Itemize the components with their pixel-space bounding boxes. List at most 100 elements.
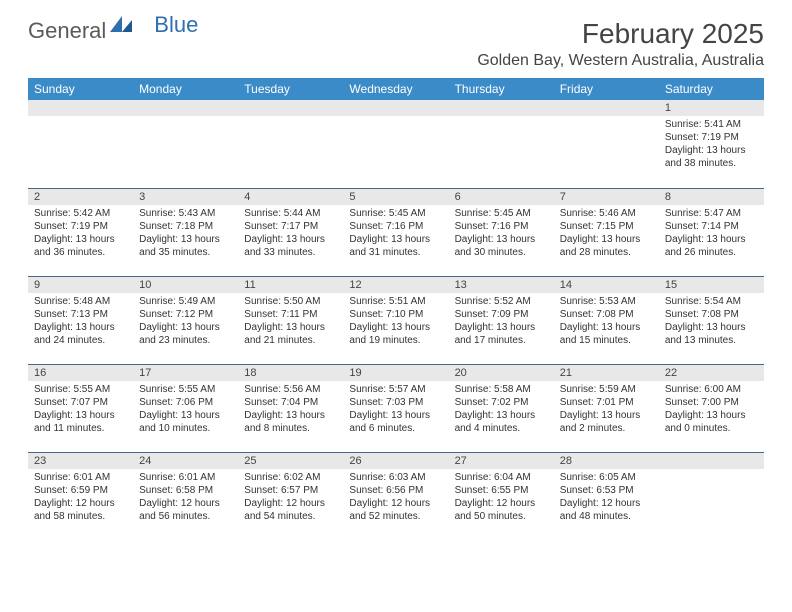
sunset-line: Sunset: 7:15 PM	[560, 220, 653, 233]
calendar-cell: 12Sunrise: 5:51 AMSunset: 7:10 PMDayligh…	[343, 276, 448, 364]
sunrise-line: Sunrise: 5:54 AM	[665, 295, 758, 308]
calendar-cell: 10Sunrise: 5:49 AMSunset: 7:12 PMDayligh…	[133, 276, 238, 364]
logo: General Blue	[28, 18, 198, 44]
calendar-cell: 27Sunrise: 6:04 AMSunset: 6:55 PMDayligh…	[449, 452, 554, 540]
sunset-line: Sunset: 7:16 PM	[455, 220, 548, 233]
daylight-line-1: Daylight: 13 hours	[665, 409, 758, 422]
day-number	[343, 100, 448, 116]
calendar-cell: 18Sunrise: 5:56 AMSunset: 7:04 PMDayligh…	[238, 364, 343, 452]
day-content: Sunrise: 6:05 AMSunset: 6:53 PMDaylight:…	[554, 469, 659, 527]
sunset-line: Sunset: 7:14 PM	[665, 220, 758, 233]
daylight-line-1: Daylight: 13 hours	[455, 233, 548, 246]
daylight-line-1: Daylight: 13 hours	[139, 233, 232, 246]
sunset-line: Sunset: 6:57 PM	[244, 484, 337, 497]
daylight-line-1: Daylight: 13 hours	[244, 321, 337, 334]
daylight-line-2: and 52 minutes.	[349, 510, 442, 523]
sunset-line: Sunset: 6:59 PM	[34, 484, 127, 497]
day-number: 24	[133, 453, 238, 469]
calendar-cell: 2Sunrise: 5:42 AMSunset: 7:19 PMDaylight…	[28, 188, 133, 276]
daylight-line-2: and 28 minutes.	[560, 246, 653, 259]
day-number: 18	[238, 365, 343, 381]
calendar-cell	[238, 100, 343, 188]
calendar-cell: 8Sunrise: 5:47 AMSunset: 7:14 PMDaylight…	[659, 188, 764, 276]
day-number	[133, 100, 238, 116]
day-content: Sunrise: 5:44 AMSunset: 7:17 PMDaylight:…	[238, 205, 343, 263]
logo-text-blue: Blue	[154, 12, 198, 38]
day-number: 22	[659, 365, 764, 381]
day-number: 12	[343, 277, 448, 293]
day-number: 1	[659, 100, 764, 116]
day-content: Sunrise: 6:01 AMSunset: 6:59 PMDaylight:…	[28, 469, 133, 527]
daylight-line-2: and 8 minutes.	[244, 422, 337, 435]
calendar-cell: 7Sunrise: 5:46 AMSunset: 7:15 PMDaylight…	[554, 188, 659, 276]
sunset-line: Sunset: 7:17 PM	[244, 220, 337, 233]
calendar-cell: 24Sunrise: 6:01 AMSunset: 6:58 PMDayligh…	[133, 452, 238, 540]
day-content: Sunrise: 5:47 AMSunset: 7:14 PMDaylight:…	[659, 205, 764, 263]
daylight-line-2: and 24 minutes.	[34, 334, 127, 347]
month-title: February 2025	[477, 18, 764, 50]
day-content: Sunrise: 5:41 AMSunset: 7:19 PMDaylight:…	[659, 116, 764, 174]
sunrise-line: Sunrise: 5:45 AM	[455, 207, 548, 220]
calendar-cell: 23Sunrise: 6:01 AMSunset: 6:59 PMDayligh…	[28, 452, 133, 540]
sunset-line: Sunset: 7:19 PM	[34, 220, 127, 233]
sunset-line: Sunset: 7:16 PM	[349, 220, 442, 233]
sunset-line: Sunset: 7:18 PM	[139, 220, 232, 233]
sunrise-line: Sunrise: 5:48 AM	[34, 295, 127, 308]
daylight-line-1: Daylight: 12 hours	[244, 497, 337, 510]
calendar-cell: 15Sunrise: 5:54 AMSunset: 7:08 PMDayligh…	[659, 276, 764, 364]
sunset-line: Sunset: 7:04 PM	[244, 396, 337, 409]
daylight-line-2: and 26 minutes.	[665, 246, 758, 259]
day-number: 8	[659, 189, 764, 205]
day-content: Sunrise: 5:56 AMSunset: 7:04 PMDaylight:…	[238, 381, 343, 439]
sunrise-line: Sunrise: 6:00 AM	[665, 383, 758, 396]
day-content: Sunrise: 5:51 AMSunset: 7:10 PMDaylight:…	[343, 293, 448, 351]
daylight-line-2: and 50 minutes.	[455, 510, 548, 523]
day-number: 9	[28, 277, 133, 293]
day-content: Sunrise: 5:45 AMSunset: 7:16 PMDaylight:…	[449, 205, 554, 263]
sunset-line: Sunset: 7:19 PM	[665, 131, 758, 144]
sunrise-line: Sunrise: 5:42 AM	[34, 207, 127, 220]
daylight-line-1: Daylight: 12 hours	[34, 497, 127, 510]
sunrise-line: Sunrise: 6:05 AM	[560, 471, 653, 484]
day-number: 28	[554, 453, 659, 469]
daylight-line-2: and 11 minutes.	[34, 422, 127, 435]
daylight-line-2: and 23 minutes.	[139, 334, 232, 347]
logo-text-general: General	[28, 18, 106, 44]
calendar-cell: 22Sunrise: 6:00 AMSunset: 7:00 PMDayligh…	[659, 364, 764, 452]
logo-mark-icon	[110, 12, 132, 38]
day-content: Sunrise: 5:48 AMSunset: 7:13 PMDaylight:…	[28, 293, 133, 351]
daylight-line-2: and 10 minutes.	[139, 422, 232, 435]
calendar-cell: 14Sunrise: 5:53 AMSunset: 7:08 PMDayligh…	[554, 276, 659, 364]
calendar-cell: 25Sunrise: 6:02 AMSunset: 6:57 PMDayligh…	[238, 452, 343, 540]
day-content: Sunrise: 5:53 AMSunset: 7:08 PMDaylight:…	[554, 293, 659, 351]
day-content: Sunrise: 5:59 AMSunset: 7:01 PMDaylight:…	[554, 381, 659, 439]
calendar-cell: 26Sunrise: 6:03 AMSunset: 6:56 PMDayligh…	[343, 452, 448, 540]
daylight-line-2: and 17 minutes.	[455, 334, 548, 347]
sunrise-line: Sunrise: 6:01 AM	[139, 471, 232, 484]
daylight-line-2: and 48 minutes.	[560, 510, 653, 523]
day-content: Sunrise: 6:04 AMSunset: 6:55 PMDaylight:…	[449, 469, 554, 527]
daylight-line-2: and 36 minutes.	[34, 246, 127, 259]
day-content: Sunrise: 5:54 AMSunset: 7:08 PMDaylight:…	[659, 293, 764, 351]
day-content: Sunrise: 5:52 AMSunset: 7:09 PMDaylight:…	[449, 293, 554, 351]
daylight-line-2: and 19 minutes.	[349, 334, 442, 347]
daylight-line-1: Daylight: 13 hours	[349, 321, 442, 334]
calendar-cell: 17Sunrise: 5:55 AMSunset: 7:06 PMDayligh…	[133, 364, 238, 452]
calendar-cell: 5Sunrise: 5:45 AMSunset: 7:16 PMDaylight…	[343, 188, 448, 276]
sunrise-line: Sunrise: 5:51 AM	[349, 295, 442, 308]
day-number	[659, 453, 764, 469]
sunrise-line: Sunrise: 5:52 AM	[455, 295, 548, 308]
sunrise-line: Sunrise: 5:53 AM	[560, 295, 653, 308]
day-number: 10	[133, 277, 238, 293]
sunset-line: Sunset: 7:03 PM	[349, 396, 442, 409]
daylight-line-2: and 38 minutes.	[665, 157, 758, 170]
day-content: Sunrise: 5:58 AMSunset: 7:02 PMDaylight:…	[449, 381, 554, 439]
calendar-cell	[28, 100, 133, 188]
day-header-row: SundayMondayTuesdayWednesdayThursdayFrid…	[28, 78, 764, 100]
sunrise-line: Sunrise: 5:44 AM	[244, 207, 337, 220]
day-number: 26	[343, 453, 448, 469]
sunrise-line: Sunrise: 5:57 AM	[349, 383, 442, 396]
calendar-week: 1Sunrise: 5:41 AMSunset: 7:19 PMDaylight…	[28, 100, 764, 188]
calendar-cell: 21Sunrise: 5:59 AMSunset: 7:01 PMDayligh…	[554, 364, 659, 452]
daylight-line-1: Daylight: 13 hours	[560, 409, 653, 422]
